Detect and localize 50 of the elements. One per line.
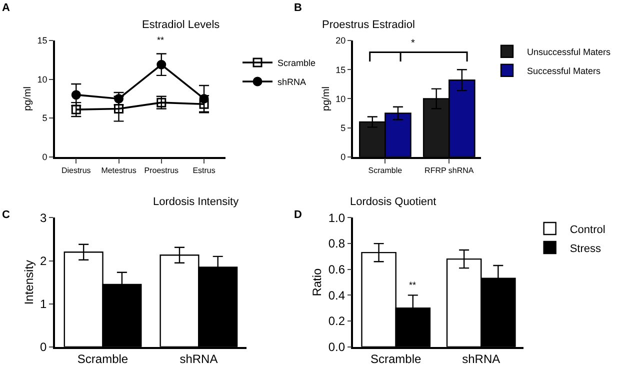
legend-label: Unsuccessful Maters [527, 46, 612, 57]
y-tick-label: 3 [40, 210, 47, 225]
text: B [294, 2, 302, 14]
annotation: ** [157, 35, 164, 45]
x-tick-label: shRNA [462, 352, 500, 366]
y-tick-label: 20 [336, 36, 346, 46]
legend-label: Scramble [278, 58, 316, 68]
y-tick-label: 1.0 [328, 210, 346, 225]
y-tick-label: 0.4 [328, 288, 346, 302]
text: D [294, 209, 302, 221]
x-tick-label: Diestrus [61, 166, 91, 176]
x-tick-label: Proestrus [144, 166, 179, 176]
text: A [2, 2, 10, 14]
y-tick-label: 0 [40, 340, 47, 354]
y-axis-title: pg/ml [22, 86, 34, 111]
y-tick-label: 0.6 [328, 262, 346, 277]
chart-title: Lordosis Intensity [153, 196, 240, 208]
chart-title: Estradiol Levels [142, 19, 220, 31]
legend-label: shRNA [278, 76, 306, 87]
x-tick-label: shRNA [180, 352, 218, 366]
y-tick-label: 15 [37, 36, 48, 46]
y-axis-title: Ratio [310, 268, 324, 296]
y-tick-label: 0.2 [328, 314, 346, 328]
chart-title: Lordosis Quotient [350, 196, 436, 208]
x-tick-label: Metestrus [101, 166, 136, 176]
annotation: * [411, 38, 415, 49]
y-tick-label: 0 [42, 152, 48, 162]
y-tick-label: 15 [336, 64, 346, 75]
chart-title: Proestrus Estradiol [322, 19, 415, 31]
text: C [2, 209, 10, 221]
legend-label: Control [570, 224, 606, 236]
y-tick-label: 0.0 [328, 340, 346, 354]
y-tick-label: 10 [336, 94, 346, 104]
legend-label: Stress [570, 242, 602, 255]
x-tick-label: Estrus [192, 166, 216, 176]
y-axis-title: pg/ml [321, 86, 332, 111]
y-tick-label: 2 [40, 254, 47, 268]
y-tick-label: 5 [340, 122, 346, 133]
y-tick-label: 0 [340, 152, 346, 162]
x-tick-label: RFRP shRNA [424, 166, 474, 176]
x-tick-label: Scramble [77, 352, 128, 366]
y-tick-label: 10 [37, 74, 48, 84]
y-tick-label: 1 [40, 297, 47, 312]
x-tick-label: Scramble [368, 166, 403, 176]
y-tick-label: 5 [42, 113, 48, 124]
legend-label: Successful Maters [527, 66, 602, 76]
x-tick-label: Scramble [370, 352, 422, 366]
y-tick-label: 0.8 [328, 236, 346, 251]
annotation: ** [409, 280, 416, 290]
y-axis-title: Intensity [22, 260, 36, 305]
